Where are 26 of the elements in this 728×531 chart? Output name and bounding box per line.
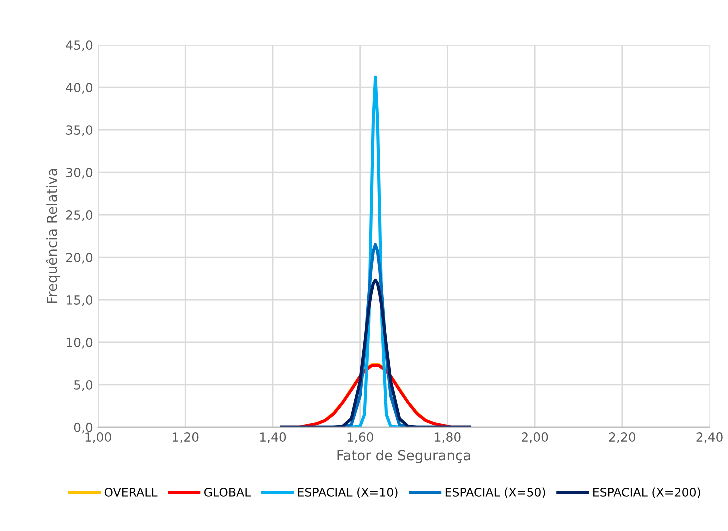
x-tick-label: 1,00 (86, 432, 112, 444)
y-tick-label: 5,0 (74, 380, 93, 392)
y-tick-label: 10,0 (66, 338, 93, 349)
y-tick-label: 45,0 (66, 40, 93, 52)
x-tick-label: 1,20 (173, 432, 199, 444)
y-tick-label: 15,0 (66, 295, 93, 306)
line-series (280, 278, 472, 428)
legend-label: OVERALL (104, 488, 158, 497)
y-tick-label: 35,0 (66, 126, 93, 136)
x-tick-label: 1,60 (348, 432, 374, 444)
legend-label: ESPACIAL (X=200) (594, 488, 700, 498)
y-tick-label: 0,0 (74, 422, 93, 434)
y-tick-label: 30,0 (66, 168, 93, 179)
legend-label: GLOBAL (204, 488, 252, 497)
x-tick-label: 2,00 (522, 432, 548, 444)
y-axis-title: Frequência Relativa (46, 169, 60, 304)
legend-label: ESPACIAL (X=50) (446, 488, 546, 498)
x-tick-label: 2,40 (696, 432, 723, 444)
x-tick-label: 1,40 (260, 432, 286, 444)
x-axis-title: Fator de Segurança (338, 450, 470, 464)
y-tick-label: 20,0 (66, 253, 93, 264)
x-tick-label: 1,80 (435, 432, 461, 444)
legend-label: ESPACIAL (X=10) (298, 488, 398, 498)
x-tick-label: 2,20 (609, 432, 636, 444)
y-tick-label: 40,0 (66, 83, 93, 94)
y-tick-label: 25,0 (66, 210, 93, 222)
